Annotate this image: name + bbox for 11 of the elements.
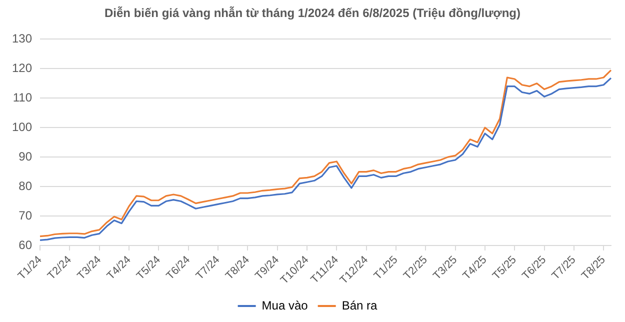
y-tick-label: 110 [12, 90, 32, 104]
y-tick-label: 120 [12, 60, 32, 75]
y-tick-label: 90 [18, 149, 32, 164]
chart-title: Diễn biến giá vàng nhẫn từ tháng 1/2024 đến 6/8/2025 (Triệu đồng/lượng) [104, 6, 522, 22]
legend-label: Mua vào [262, 298, 308, 312]
y-tick-label: 70 [18, 208, 32, 222]
y-tick-label: 100 [12, 120, 32, 134]
y-tick-label: 130 [12, 32, 32, 46]
y-tick-label: 80 [18, 178, 32, 193]
legend-label: Bán ra [342, 298, 378, 312]
y-tick-label: 60 [18, 238, 32, 252]
